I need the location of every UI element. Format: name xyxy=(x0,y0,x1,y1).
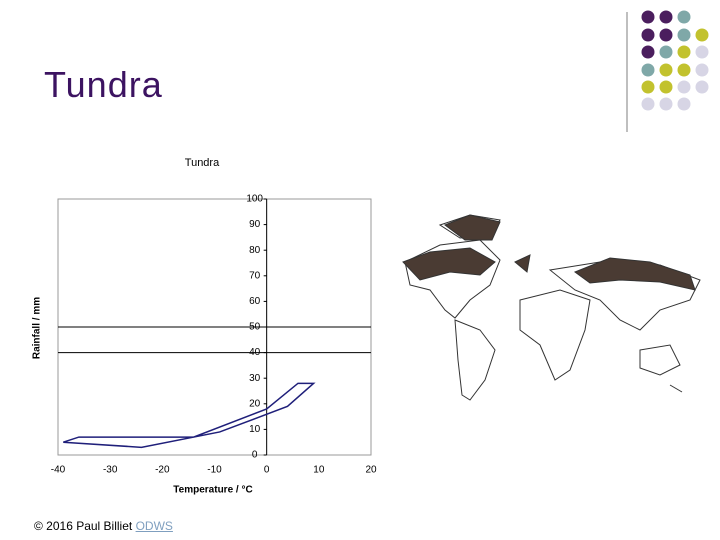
chart-title: Tundra xyxy=(185,157,220,169)
x-tick-label: -20 xyxy=(155,465,170,476)
y-tick-label: 0 xyxy=(252,450,258,461)
slide-title: Tundra xyxy=(44,64,163,105)
y-tick-label: 80 xyxy=(249,245,261,256)
data-line xyxy=(62,382,316,449)
x-tick-label: 10 xyxy=(313,465,325,476)
y-tick-label: 60 xyxy=(249,296,261,307)
y-tick-label: 70 xyxy=(249,270,261,281)
x-tick-label: -10 xyxy=(207,465,222,476)
x-tick-label: -40 xyxy=(51,465,66,476)
x-tick-label: 20 xyxy=(365,465,377,476)
x-tick-label: 0 xyxy=(264,465,270,476)
y-tick-label: 90 xyxy=(249,219,261,230)
link[interactable]: ODWS xyxy=(135,519,173,533)
y-tick-label: 100 xyxy=(246,194,263,205)
footer: © 2016 Paul Billiet ODWS xyxy=(34,519,173,533)
y-tick-label: 20 xyxy=(249,398,261,409)
y-tick-label: 10 xyxy=(249,424,261,435)
x-axis-label: Temperature / °C xyxy=(173,485,252,496)
world-map xyxy=(402,214,701,401)
x-tick-label: -30 xyxy=(103,465,118,476)
y-tick-label: 30 xyxy=(249,373,261,384)
copyright: © 2016 Paul Billiet xyxy=(34,519,133,533)
y-axis-label: Rainfall / mm xyxy=(32,297,43,359)
decoration xyxy=(626,10,709,132)
